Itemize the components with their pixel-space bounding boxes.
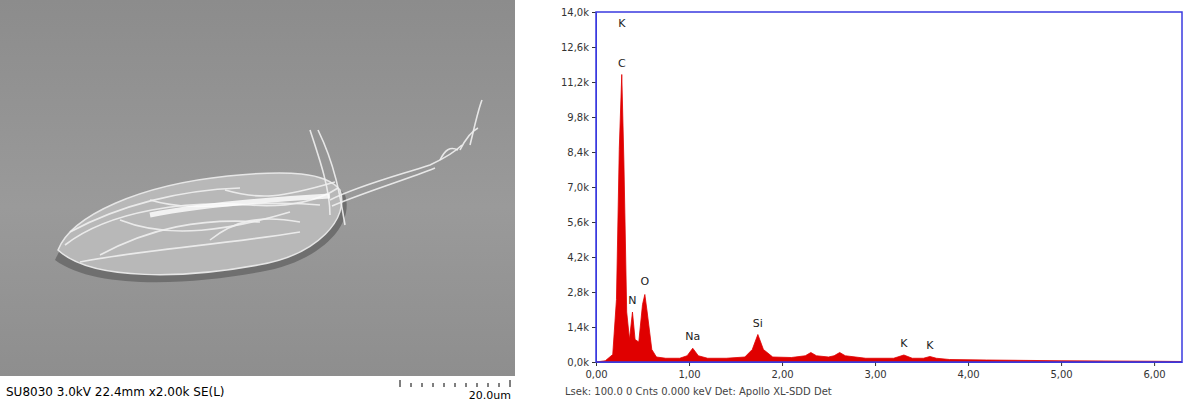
scale-bar-tick <box>433 383 434 387</box>
tick-label: 6,00 <box>1143 369 1165 380</box>
tick-label: 9,8k <box>567 112 589 123</box>
spectrum-caption: Lsek: 100.0 0 Cnts 0.000 keV Det: Apollo… <box>565 386 832 397</box>
annotations: K C NO Na Si K K <box>618 17 934 352</box>
tick: 1,4k <box>567 322 596 333</box>
micrograph-caption: SU8030 3.0kV 22.4mm x2.00k SE(L) <box>6 385 225 399</box>
tick-label: 2,00 <box>771 369 793 380</box>
tick-label: 12,6k <box>561 42 589 53</box>
tick-label: 14,0k <box>561 7 589 18</box>
tick-label: 8,4k <box>567 147 589 158</box>
tick-label: 7,0k <box>567 182 589 193</box>
tick-label: 0,00 <box>585 369 607 380</box>
scale-bar-tick <box>411 383 412 387</box>
peak-label: K <box>926 339 934 352</box>
peak-label: K <box>618 17 626 30</box>
scale-bar-tick <box>510 380 511 387</box>
tick-label: 11,2k <box>561 77 589 88</box>
scale-bar-tick <box>444 383 445 387</box>
tick: 5,6k <box>567 217 596 228</box>
tick: 7,0k <box>567 182 596 193</box>
fiber <box>332 168 435 206</box>
tick: 2,00 <box>771 362 793 380</box>
x-axis: 0,00 1,00 2,00 3,00 4,00 5,00 6,00 <box>585 362 1182 380</box>
tick: 2,8k <box>567 287 596 298</box>
fiber <box>318 130 345 225</box>
tick-label: 5,6k <box>567 217 589 228</box>
scale-bar-tick <box>400 380 401 387</box>
tick: 4,00 <box>957 362 979 380</box>
tick-label: 5,00 <box>1050 369 1072 380</box>
tick: 14,0k <box>561 7 596 18</box>
tick-label: 4,00 <box>957 369 979 380</box>
scale-bar <box>400 380 510 387</box>
peak-label: Na <box>685 330 700 343</box>
tick: 0,0k <box>567 357 596 368</box>
tick: 1,00 <box>678 362 700 380</box>
tick: 5,00 <box>1050 362 1072 380</box>
scale-bar-tick <box>422 383 423 387</box>
tick-label: 0,0k <box>567 357 589 368</box>
y-axis: 0,0k 1,4k 2,8k 4,2k 5,6k 7,0k 8,4k 9,8k 11,2k 12,… <box>561 7 597 368</box>
fiber <box>80 232 300 262</box>
fiber <box>330 145 462 200</box>
scale-bar-tick <box>455 383 456 387</box>
peak-label: Si <box>753 317 763 330</box>
tick: 12,6k <box>561 42 596 53</box>
particle-body <box>58 173 342 275</box>
spectrum-chart: 0,00 1,00 2,00 3,00 4,00 5,00 6,00 0,0k 1,4k 2,8k… <box>561 7 1183 380</box>
tick: 3,00 <box>864 362 886 380</box>
fiber <box>460 128 478 150</box>
plot-frame <box>596 12 1182 362</box>
plot-marks <box>596 75 1182 363</box>
fiber <box>210 219 300 240</box>
fiber-bright <box>150 196 330 215</box>
tick: 6,00 <box>1143 362 1165 380</box>
micrograph: SU8030 3.0kV 22.4mm x2.00k SE(L) 20.0um <box>0 0 515 403</box>
scale-bar-tick <box>488 383 489 387</box>
peak-label: N <box>628 294 636 307</box>
tick-label: 3,00 <box>864 369 886 380</box>
tick: 8,4k <box>567 147 596 158</box>
figure: SU8030 3.0kV 22.4mm x2.00k SE(L) 20.0um 0,… <box>0 0 1192 403</box>
fiber <box>470 100 482 145</box>
tick: 9,8k <box>567 112 596 123</box>
scale-bar-tick <box>477 383 478 387</box>
fiber <box>310 130 330 215</box>
micrograph-image <box>0 0 515 376</box>
scale-bar-tick <box>499 383 500 387</box>
fiber <box>440 148 458 160</box>
fiber <box>70 188 240 232</box>
fiber <box>225 182 335 196</box>
caption-band <box>0 376 515 403</box>
fiber <box>120 212 290 231</box>
tick-label: 1,00 <box>678 369 700 380</box>
peak-label: C <box>618 57 626 70</box>
tick-label: 1,4k <box>567 322 589 333</box>
tick: 4,2k <box>567 252 596 263</box>
tick-label: 2,8k <box>567 287 589 298</box>
scale-bar-label: 20.0um <box>469 389 511 402</box>
scale-bar-tick <box>466 383 467 387</box>
spectrum-area <box>596 75 1182 363</box>
peak-label: O <box>640 275 649 288</box>
fiber <box>100 221 260 255</box>
fiber <box>65 188 338 245</box>
peak-label: K <box>900 337 908 350</box>
tick-label: 4,2k <box>567 252 589 263</box>
tick: 11,2k <box>561 77 596 88</box>
